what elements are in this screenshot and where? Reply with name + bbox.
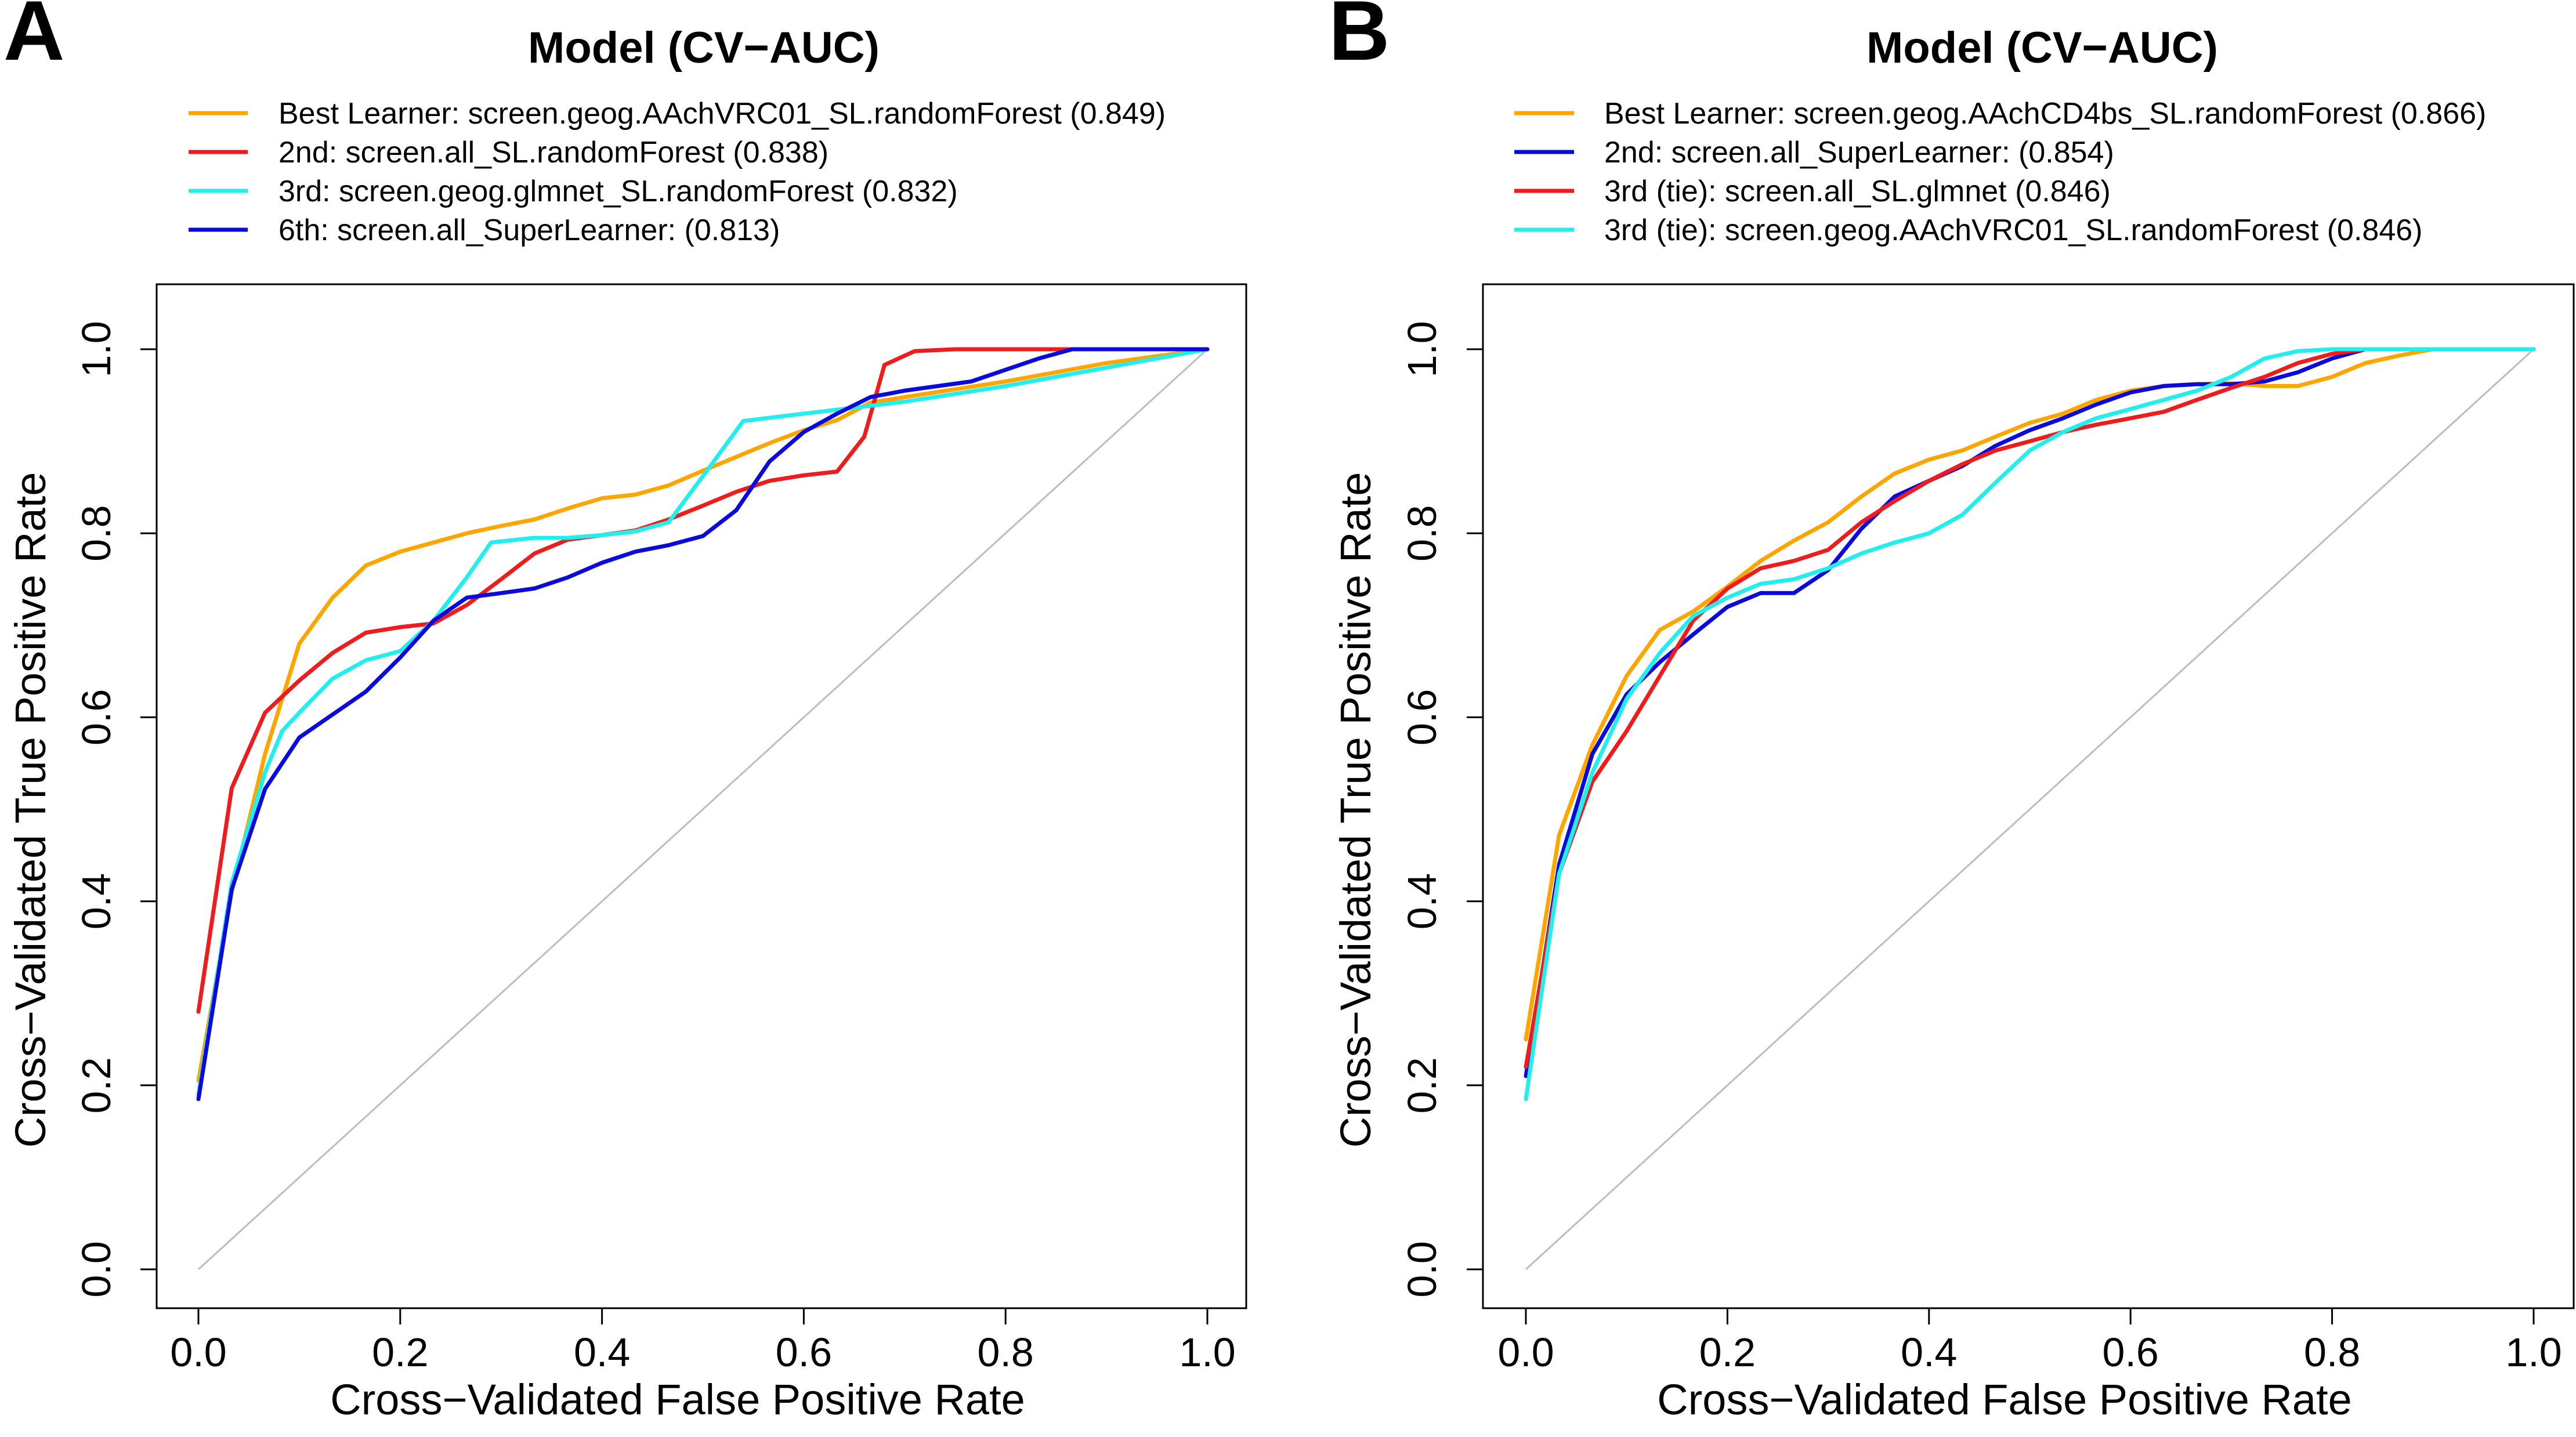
y-tick-label: 0.6 (1399, 689, 1445, 745)
panel-a: A Model (CV−AUC) Best Learner: screen.geog… (3, 0, 1247, 1424)
y-tick-label: 0.8 (1399, 505, 1445, 562)
legend-label: 3rd (tie): screen.geog.AAchVRC01_SL.rand… (1604, 213, 2422, 247)
x-axis: 0.0 0.2 0.4 0.6 0.8 1.0 (1497, 1308, 2562, 1375)
series-line-2 (1524, 347, 2536, 1078)
x-tick-label: 1.0 (2505, 1330, 2561, 1375)
y-tick-label: 1.0 (1399, 321, 1445, 377)
legend-label: 6th: screen.all_SuperLearner: (0.813) (278, 213, 780, 247)
chart-title: Model (CV−AUC) (528, 23, 880, 73)
panel-label: A (3, 0, 64, 78)
x-tick-label: 0.8 (2304, 1330, 2360, 1375)
series-line-3 (196, 347, 1210, 1097)
chart-title: Model (CV−AUC) (1866, 23, 2218, 73)
x-tick-label: 0.6 (2103, 1330, 2159, 1375)
series-line-3 (1524, 347, 2536, 1069)
y-tick-label: 0.0 (74, 1241, 119, 1297)
legend-label: 2nd: screen.all_SuperLearner: (0.854) (1604, 136, 2114, 169)
x-tick-label: 0.0 (1497, 1330, 1554, 1375)
panel-label: B (1329, 0, 1390, 78)
series-line-1 (1524, 347, 2536, 1041)
x-tick-label: 0.4 (574, 1330, 630, 1375)
legend-label: 2nd: screen.all_SL.randomForest (0.838) (278, 136, 828, 169)
y-tick-label: 0.8 (74, 505, 119, 562)
legend-label: 3rd (tie): screen.all_SL.glmnet (0.846) (1604, 175, 2111, 208)
diagonal-reference-line (1525, 348, 2535, 1271)
plot-frame (1482, 283, 2575, 1309)
y-axis: 0.0 0.2 0.4 0.6 0.8 1.0 (1399, 321, 1483, 1298)
x-tick-label: 0.8 (978, 1330, 1034, 1375)
series-line-4 (196, 347, 1210, 1102)
x-tick-label: 1.0 (1179, 1330, 1235, 1375)
x-tick-label: 0.0 (170, 1330, 226, 1375)
x-tick-label: 0.2 (372, 1330, 428, 1375)
x-axis-label: Cross−Validated False Positive Rate (1657, 1376, 2352, 1424)
y-tick-label: 0.0 (1399, 1241, 1445, 1297)
y-axis: 0.0 0.2 0.4 0.6 0.8 1.0 (74, 321, 157, 1298)
x-tick-label: 0.2 (1699, 1330, 1756, 1375)
y-tick-label: 0.4 (74, 873, 119, 929)
legend-label: Best Learner: screen.geog.AAchCD4bs_SL.r… (1604, 97, 2486, 131)
legend-label: Best Learner: screen.geog.AAchVRC01_SL.r… (278, 97, 1166, 131)
diagonal-reference-line (197, 348, 1209, 1271)
legend: Best Learner: screen.geog.AAchCD4bs_SL.r… (1514, 97, 2486, 247)
y-tick-label: 0.4 (1399, 873, 1445, 929)
y-axis-label: Cross−Validated True Positive Rate (1332, 472, 1380, 1148)
legend-label: 3rd: screen.geog.glmnet_SL.randomForest … (278, 175, 958, 208)
y-axis-label: Cross−Validated True Positive Rate (6, 472, 55, 1148)
series-line-2 (196, 347, 1210, 1014)
x-tick-label: 0.6 (776, 1330, 832, 1375)
y-tick-label: 0.2 (1399, 1057, 1445, 1113)
legend: Best Learner: screen.geog.AAchVRC01_SL.r… (189, 97, 1166, 247)
y-tick-label: 0.2 (74, 1057, 119, 1113)
x-axis: 0.0 0.2 0.4 0.6 0.8 1.0 (170, 1308, 1236, 1375)
series-line-4 (1524, 347, 2536, 1102)
y-tick-label: 1.0 (74, 321, 119, 377)
plot-frame (155, 283, 1247, 1309)
y-tick-label: 0.6 (74, 689, 119, 745)
x-axis-label: Cross−Validated False Positive Rate (330, 1376, 1025, 1424)
x-tick-label: 0.4 (1901, 1330, 1957, 1375)
series-line-1 (196, 347, 1210, 1083)
panel-b: B Model (CV−AUC) Best Learner: screen.geog… (1329, 0, 2575, 1424)
